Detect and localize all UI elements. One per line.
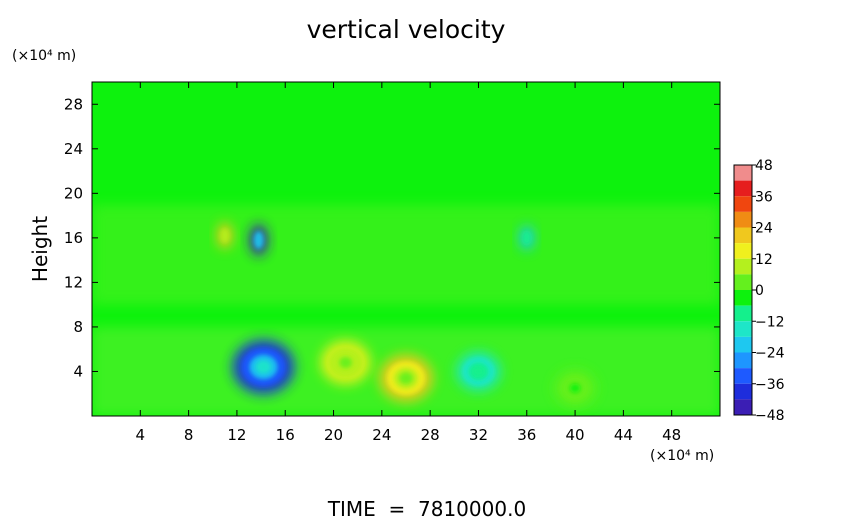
colorbar-segment: [734, 305, 752, 322]
y-tick-label: 4: [73, 362, 83, 380]
colorbar-tick-label: 24: [755, 221, 773, 237]
colorbar-segment: [734, 211, 752, 228]
colorbar-segment: [734, 165, 752, 181]
x-tick-label: 20: [324, 426, 343, 444]
colorbar-tick-label: 12: [755, 252, 773, 268]
colorbar-segment: [734, 290, 752, 306]
y-tick-label: 20: [64, 184, 83, 202]
colorbar-segment: [734, 336, 752, 353]
colorbar-segment: [734, 383, 752, 400]
heatmap-cell: [399, 372, 413, 385]
x-tick-label: 44: [614, 426, 633, 444]
x-tick-label: 4: [136, 426, 146, 444]
x-tick-label: 28: [421, 426, 440, 444]
colorbar-tick-label: −48: [755, 408, 785, 424]
y-axis: 4 8 12 16 20 24 28: [64, 95, 720, 380]
heatmap-cell: [522, 231, 531, 245]
colorbar-segment: [734, 399, 752, 415]
chart-title: vertical velocity: [307, 15, 506, 44]
x-tick-label: 36: [517, 426, 536, 444]
heatmap-cell: [569, 383, 581, 393]
time-footer: TIME = 7810000.0: [327, 497, 526, 519]
x-tick-label: 32: [469, 426, 488, 444]
colorbar-tick-label: −12: [755, 314, 785, 330]
y-tick-label: 24: [64, 140, 83, 158]
heatmap-cell: [255, 360, 272, 374]
colorbar-segment: [734, 243, 752, 259]
colorbar-segment: [734, 368, 752, 384]
colorbar-tick-label: 0: [755, 283, 764, 299]
colorbar-segment: [734, 274, 752, 290]
x-tick-label: 40: [566, 426, 585, 444]
heatmap-cell: [472, 366, 485, 377]
y-tick-label: 8: [73, 318, 83, 336]
colorbar-segment: [734, 321, 752, 337]
colorbar-tick-label: 36: [755, 189, 773, 205]
heatmap-area: [92, 82, 720, 416]
x-tick-label: 24: [372, 426, 391, 444]
x-axis: 4 8 12 16 20 24 28 32 36 40 44 48: [136, 82, 681, 444]
x-tick-label: 16: [276, 426, 295, 444]
colorbar-tick-label: 48: [755, 158, 773, 174]
colorbar-tick-label: −36: [755, 377, 785, 393]
y-tick-label: 16: [64, 229, 83, 247]
colorbar-segment: [734, 258, 752, 275]
heatmap-cell: [339, 357, 352, 369]
y-unit-label: (×10⁴ m): [12, 48, 76, 64]
heatmap-cell: [220, 228, 230, 243]
x-tick-label: 48: [662, 426, 681, 444]
colorbar-tick-label: −24: [755, 346, 785, 362]
x-unit-label: (×10⁴ m): [650, 448, 714, 464]
y-axis-label: Height: [28, 216, 52, 282]
x-tick-label: 12: [227, 426, 246, 444]
plot-frame: [91, 81, 721, 417]
heatmap-cell: [253, 231, 264, 249]
heatmap-blobs: [92, 204, 720, 416]
colorbar-segment: [734, 352, 752, 369]
colorbar: 48 36 24 12 0 −12 −24 −36 −48: [733, 158, 785, 424]
colorbar-segment: [734, 180, 752, 197]
mid-level-band: [92, 204, 720, 305]
y-tick-label: 12: [64, 273, 83, 291]
colorbar-segment: [734, 227, 752, 244]
colorbar-segment: [734, 196, 752, 212]
y-tick-label: 28: [64, 95, 83, 113]
x-tick-label: 8: [184, 426, 194, 444]
